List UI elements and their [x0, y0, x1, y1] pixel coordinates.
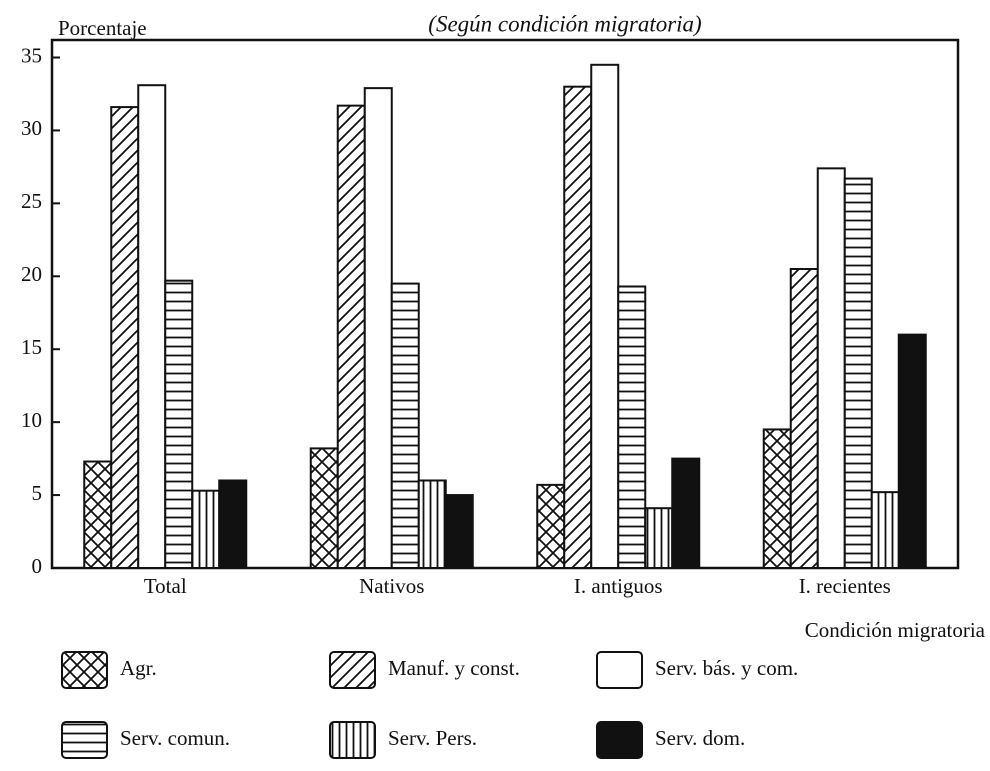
- legend-swatch: [329, 651, 376, 689]
- legend-swatch: [596, 721, 643, 759]
- legend-label: Serv. Pers.: [388, 726, 477, 750]
- bar: [762, 428, 792, 569]
- bar: [191, 489, 221, 570]
- x-tick-label: Total: [144, 574, 187, 598]
- x-tick-label: I. recientes: [799, 574, 891, 598]
- plot-frame: [50, 38, 960, 570]
- legend-label: Agr.: [120, 656, 157, 680]
- bar: [870, 491, 900, 569]
- legend-label: Serv. dom.: [655, 726, 745, 750]
- bar: [816, 167, 846, 570]
- bar: [83, 460, 113, 570]
- bar: [137, 84, 167, 569]
- legend-swatch: [596, 651, 643, 689]
- y-tick-label: 5: [32, 481, 43, 505]
- y-tick-label: 0: [32, 554, 43, 578]
- y-tick-label: 20: [21, 262, 42, 286]
- x-axis-label: Condición migratoria: [805, 618, 986, 642]
- bar: [590, 63, 620, 569]
- legend-swatch: [61, 651, 108, 689]
- bar: [309, 447, 339, 570]
- chart-title: (Según condición migratoria): [428, 11, 701, 36]
- bar: [644, 507, 674, 569]
- bar: [110, 106, 140, 569]
- bar: [218, 479, 248, 569]
- legend-label: Serv. comun.: [120, 726, 230, 750]
- y-tick-label: 25: [21, 189, 42, 213]
- legend-swatch: [329, 721, 376, 759]
- bar: [164, 279, 194, 569]
- bar: [444, 494, 474, 570]
- bar: [390, 282, 420, 569]
- legend-label: Manuf. y const.: [388, 656, 520, 680]
- bar: [617, 285, 647, 569]
- bar: [536, 483, 566, 569]
- bar: [417, 479, 447, 569]
- x-tick-label: Nativos: [359, 574, 424, 598]
- y-tick-label: 30: [21, 116, 42, 140]
- bar: [843, 177, 873, 569]
- bar: [363, 87, 393, 569]
- bar: [671, 457, 701, 569]
- y-tick-label: 10: [21, 408, 42, 432]
- legend-label: Serv. bás. y com.: [655, 656, 798, 680]
- y-axis-label: Porcentaje: [58, 16, 147, 40]
- y-tick-label: 15: [21, 335, 42, 359]
- bar: [897, 333, 927, 569]
- bar: [336, 104, 366, 570]
- x-tick-label: I. antiguos: [574, 574, 663, 598]
- bar: [563, 85, 593, 569]
- legend-swatch: [61, 721, 108, 759]
- bar: [789, 267, 819, 569]
- y-tick-label: 35: [21, 43, 42, 67]
